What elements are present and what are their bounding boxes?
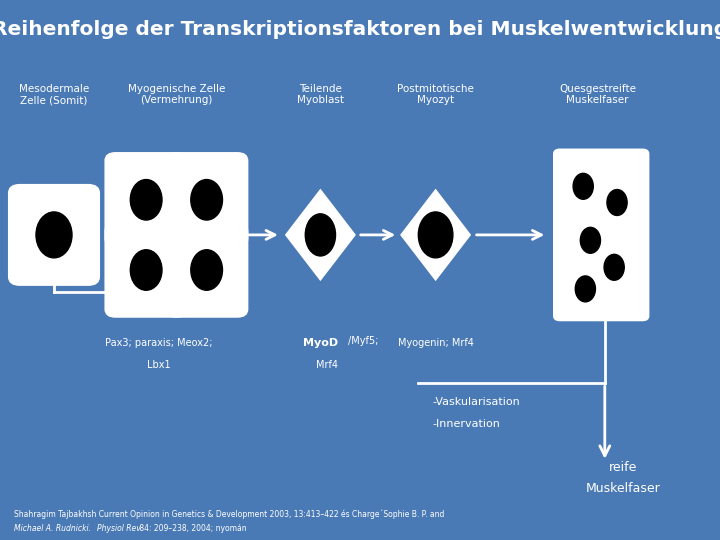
Ellipse shape	[604, 254, 624, 280]
Text: 84: 209–238, 2004; nyomán: 84: 209–238, 2004; nyomán	[137, 524, 246, 532]
Text: Muskelfaser: Muskelfaser	[585, 482, 660, 495]
Text: Quesgestreifte
Muskelfaser: Quesgestreifte Muskelfaser	[559, 84, 636, 105]
Text: Mrf4: Mrf4	[316, 360, 338, 369]
FancyBboxPatch shape	[105, 224, 186, 316]
Ellipse shape	[191, 180, 222, 220]
Ellipse shape	[130, 180, 162, 220]
Text: Teilende
Myoblast: Teilende Myoblast	[297, 84, 344, 105]
Text: Postmitotische
Myozyt: Postmitotische Myozyt	[397, 84, 474, 105]
Ellipse shape	[130, 250, 162, 291]
Ellipse shape	[305, 214, 336, 256]
Text: reife: reife	[608, 461, 637, 474]
Text: Physiol Rev: Physiol Rev	[97, 524, 141, 532]
Ellipse shape	[191, 250, 222, 291]
Ellipse shape	[418, 212, 453, 258]
Text: Pax3; paraxis; Meox2;: Pax3; paraxis; Meox2;	[104, 338, 212, 348]
Text: Mesodermale
Zelle (Somit): Mesodermale Zelle (Somit)	[19, 84, 89, 105]
Text: Reihenfolge der Transkriptionsfaktoren bei Muskelwentwicklung: Reihenfolge der Transkriptionsfaktoren b…	[0, 20, 720, 39]
Text: Michael A. Rudnicki.: Michael A. Rudnicki.	[14, 524, 94, 532]
Ellipse shape	[575, 276, 595, 302]
Polygon shape	[287, 191, 355, 280]
FancyBboxPatch shape	[9, 185, 99, 285]
Text: Shahragim Tajbakhsh Current Opinion in Genetics & Development 2003, 13:413–422 é: Shahragim Tajbakhsh Current Opinion in G…	[14, 509, 445, 519]
Text: Myogenische Zelle
(Vermehrung): Myogenische Zelle (Vermehrung)	[127, 84, 225, 105]
Ellipse shape	[36, 212, 72, 258]
Ellipse shape	[573, 173, 593, 199]
FancyBboxPatch shape	[105, 153, 186, 246]
Ellipse shape	[580, 227, 600, 253]
FancyBboxPatch shape	[554, 150, 649, 320]
Polygon shape	[402, 191, 469, 280]
FancyBboxPatch shape	[166, 153, 248, 246]
Text: /Myf5;: /Myf5;	[348, 336, 378, 346]
Text: Myogenin; Mrf4: Myogenin; Mrf4	[397, 338, 474, 348]
Ellipse shape	[607, 190, 627, 215]
Text: MyoD: MyoD	[303, 338, 338, 348]
FancyBboxPatch shape	[166, 224, 248, 316]
Text: -Vaskularisation: -Vaskularisation	[432, 397, 520, 407]
Text: -Innervation: -Innervation	[432, 419, 500, 429]
Text: Lbx1: Lbx1	[147, 360, 170, 369]
